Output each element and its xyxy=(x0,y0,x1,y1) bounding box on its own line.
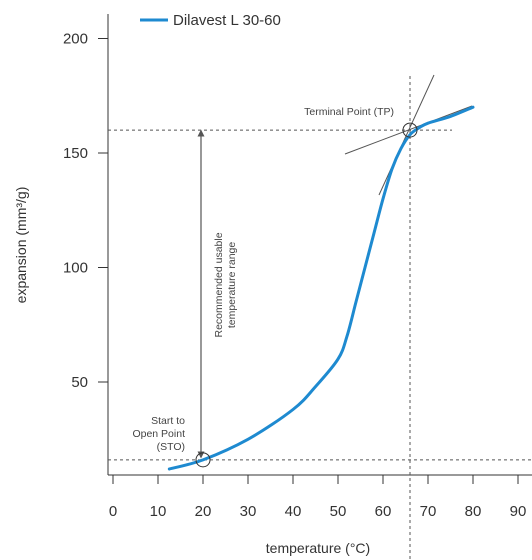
x-tick-label-60: 60 xyxy=(375,503,392,520)
x-tick-label-50: 50 xyxy=(330,503,347,520)
tp-label: Terminal Point (TP) xyxy=(304,106,394,118)
series-line-dilavest xyxy=(167,105,475,471)
x-tick-label-40: 40 xyxy=(285,503,302,520)
temperature-range-label-line-1: temperature range xyxy=(226,242,238,329)
sto-label: Start to Open Point (STO) xyxy=(132,415,185,453)
annotations: Recommended usabletemperature range Start… xyxy=(108,74,532,560)
legend: Dilavest L 30-60 xyxy=(140,12,281,29)
x-tick-label-10: 10 xyxy=(150,503,167,520)
temperature-range-label: Recommended usabletemperature range xyxy=(213,232,238,337)
y-ticks: 50 100 150 200 xyxy=(63,31,108,391)
sto-label-line-2: (STO) xyxy=(157,441,185,453)
y-tick-label-150: 150 xyxy=(63,145,88,162)
sto-label-line-1: Open Point xyxy=(132,428,185,440)
x-tick-label-90: 90 xyxy=(510,503,527,520)
y-tick-label-100: 100 xyxy=(63,260,88,277)
sto-label-line-0: Start to xyxy=(151,415,185,427)
legend-label: Dilavest L 30-60 xyxy=(173,12,281,29)
x-tick-label-20: 20 xyxy=(195,503,212,520)
x-tick-label-0: 0 xyxy=(109,503,117,520)
x-tick-label-80: 80 xyxy=(465,503,482,520)
y-axis-title: expansion (mm³/g) xyxy=(13,187,29,304)
y-tick-label-50: 50 xyxy=(71,374,88,391)
tp-tangent-line-steep xyxy=(378,74,435,196)
markers xyxy=(195,122,418,468)
x-tick-label-30: 30 xyxy=(240,503,257,520)
x-tick-label-70: 70 xyxy=(420,503,437,520)
temperature-range-label-line-0: Recommended usable xyxy=(213,232,225,337)
tp-marker-circle xyxy=(402,122,418,138)
sto-marker-circle xyxy=(195,452,211,468)
y-tick-label-200: 200 xyxy=(63,31,88,48)
x-ticks: 0 10 20 30 40 50 60 70 80 90 xyxy=(109,475,527,520)
x-axis-title: temperature (°C) xyxy=(266,540,370,556)
